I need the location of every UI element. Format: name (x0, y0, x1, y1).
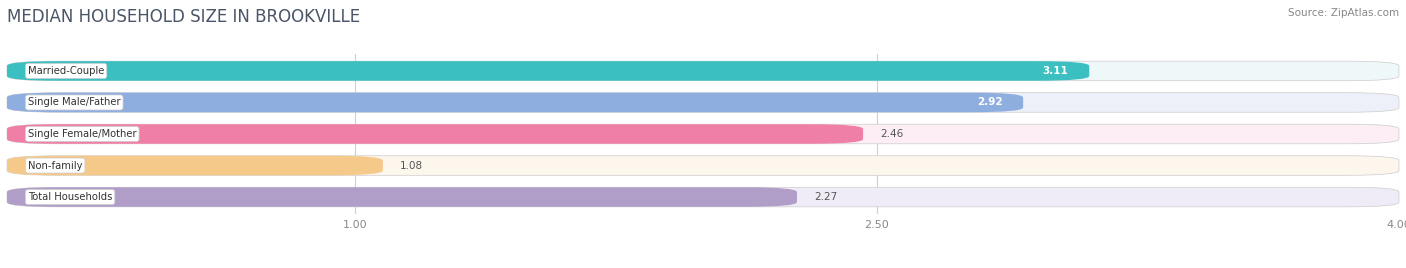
Text: 2.46: 2.46 (880, 129, 904, 139)
FancyBboxPatch shape (7, 124, 863, 144)
FancyBboxPatch shape (7, 156, 382, 175)
Text: 3.11: 3.11 (1043, 66, 1069, 76)
FancyBboxPatch shape (7, 93, 1399, 112)
FancyBboxPatch shape (7, 124, 1399, 144)
Text: Non-family: Non-family (28, 161, 83, 170)
Text: Single Female/Mother: Single Female/Mother (28, 129, 136, 139)
Text: Source: ZipAtlas.com: Source: ZipAtlas.com (1288, 8, 1399, 18)
FancyBboxPatch shape (7, 61, 1399, 81)
FancyBboxPatch shape (7, 93, 1024, 112)
FancyBboxPatch shape (7, 61, 1090, 81)
Text: 2.27: 2.27 (814, 192, 838, 202)
Text: Total Households: Total Households (28, 192, 112, 202)
Text: Single Male/Father: Single Male/Father (28, 98, 121, 107)
FancyBboxPatch shape (7, 187, 1399, 207)
Text: Married-Couple: Married-Couple (28, 66, 104, 76)
FancyBboxPatch shape (7, 156, 1399, 175)
Text: 1.08: 1.08 (401, 161, 423, 170)
Text: MEDIAN HOUSEHOLD SIZE IN BROOKVILLE: MEDIAN HOUSEHOLD SIZE IN BROOKVILLE (7, 8, 360, 26)
Text: 2.92: 2.92 (977, 98, 1002, 107)
FancyBboxPatch shape (7, 187, 797, 207)
